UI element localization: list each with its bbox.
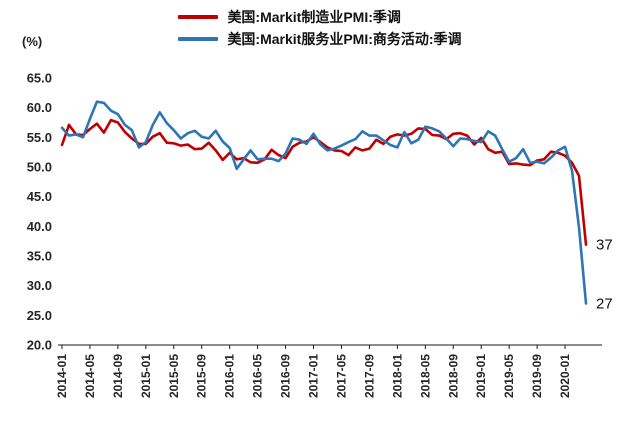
series-line-0 xyxy=(60,118,588,246)
y-tick-label: 45.0 xyxy=(27,189,52,204)
x-tick-label: 2019-01 xyxy=(474,354,488,398)
x-tick-label: 2015-01 xyxy=(139,354,153,398)
x-tick-label: 2019-09 xyxy=(530,354,544,398)
y-tick-label: 50.0 xyxy=(27,160,52,175)
legend-label-services-pmi: 美国:Markit服务业PMI:商务活动:季调 xyxy=(227,31,462,47)
x-tick-label: 2017-01 xyxy=(307,354,321,398)
x-tick-label: 2018-01 xyxy=(390,354,404,398)
x-tick-label: 2018-05 xyxy=(418,354,432,398)
y-tick-label: 25.0 xyxy=(27,308,52,323)
y-axis-unit-label: (%) xyxy=(22,34,43,49)
legend-item-manufacturing-pmi: 美国:Markit制造业PMI:季调 xyxy=(178,8,401,26)
x-tick-label: 2014-05 xyxy=(83,354,97,398)
chart-legend-items: 美国:Markit制造业PMI:季调 美国:Markit服务业PMI:商务活动:… xyxy=(178,8,462,48)
x-tick-label: 2016-01 xyxy=(223,354,237,398)
y-tick-label: 30.0 xyxy=(27,278,52,293)
x-tick-label: 2017-05 xyxy=(334,354,348,398)
x-tick-label: 2016-05 xyxy=(251,354,265,398)
x-tick-label: 2015-09 xyxy=(195,354,209,398)
x-tick-label: 2014-09 xyxy=(111,354,125,398)
y-tick-label: 20.0 xyxy=(27,338,52,353)
series-line-1 xyxy=(60,100,588,305)
x-tick-label: 2015-05 xyxy=(167,354,181,398)
legend-line-swatch-blue xyxy=(178,37,219,41)
legend-item-services-pmi: 美国:Markit服务业PMI:商务活动:季调 xyxy=(178,30,462,48)
legend-line-swatch-red xyxy=(178,15,219,19)
x-tick-label: 2020-01 xyxy=(558,354,572,398)
end-value-label: 37 xyxy=(596,237,613,254)
x-tick-label: 2016-09 xyxy=(279,354,293,398)
y-tick-label: 60.0 xyxy=(27,100,52,115)
x-tick-label: 2014-01 xyxy=(55,354,69,398)
x-tick-label: 2018-09 xyxy=(446,354,460,398)
y-tick-label: 35.0 xyxy=(27,249,52,264)
y-tick-label: 65.0 xyxy=(27,71,52,86)
chart-legend: 美国:Markit制造业PMI:季调 美国:Markit服务业PMI:商务活动:… xyxy=(0,8,640,48)
y-tick-label: 40.0 xyxy=(27,219,52,234)
y-tick-label: 55.0 xyxy=(27,130,52,145)
end-value-label: 27 xyxy=(596,295,613,312)
legend-label-manufacturing-pmi: 美国:Markit制造业PMI:季调 xyxy=(227,9,401,25)
x-tick-label: 2017-09 xyxy=(362,354,376,398)
x-tick-label: 2019-05 xyxy=(502,354,516,398)
